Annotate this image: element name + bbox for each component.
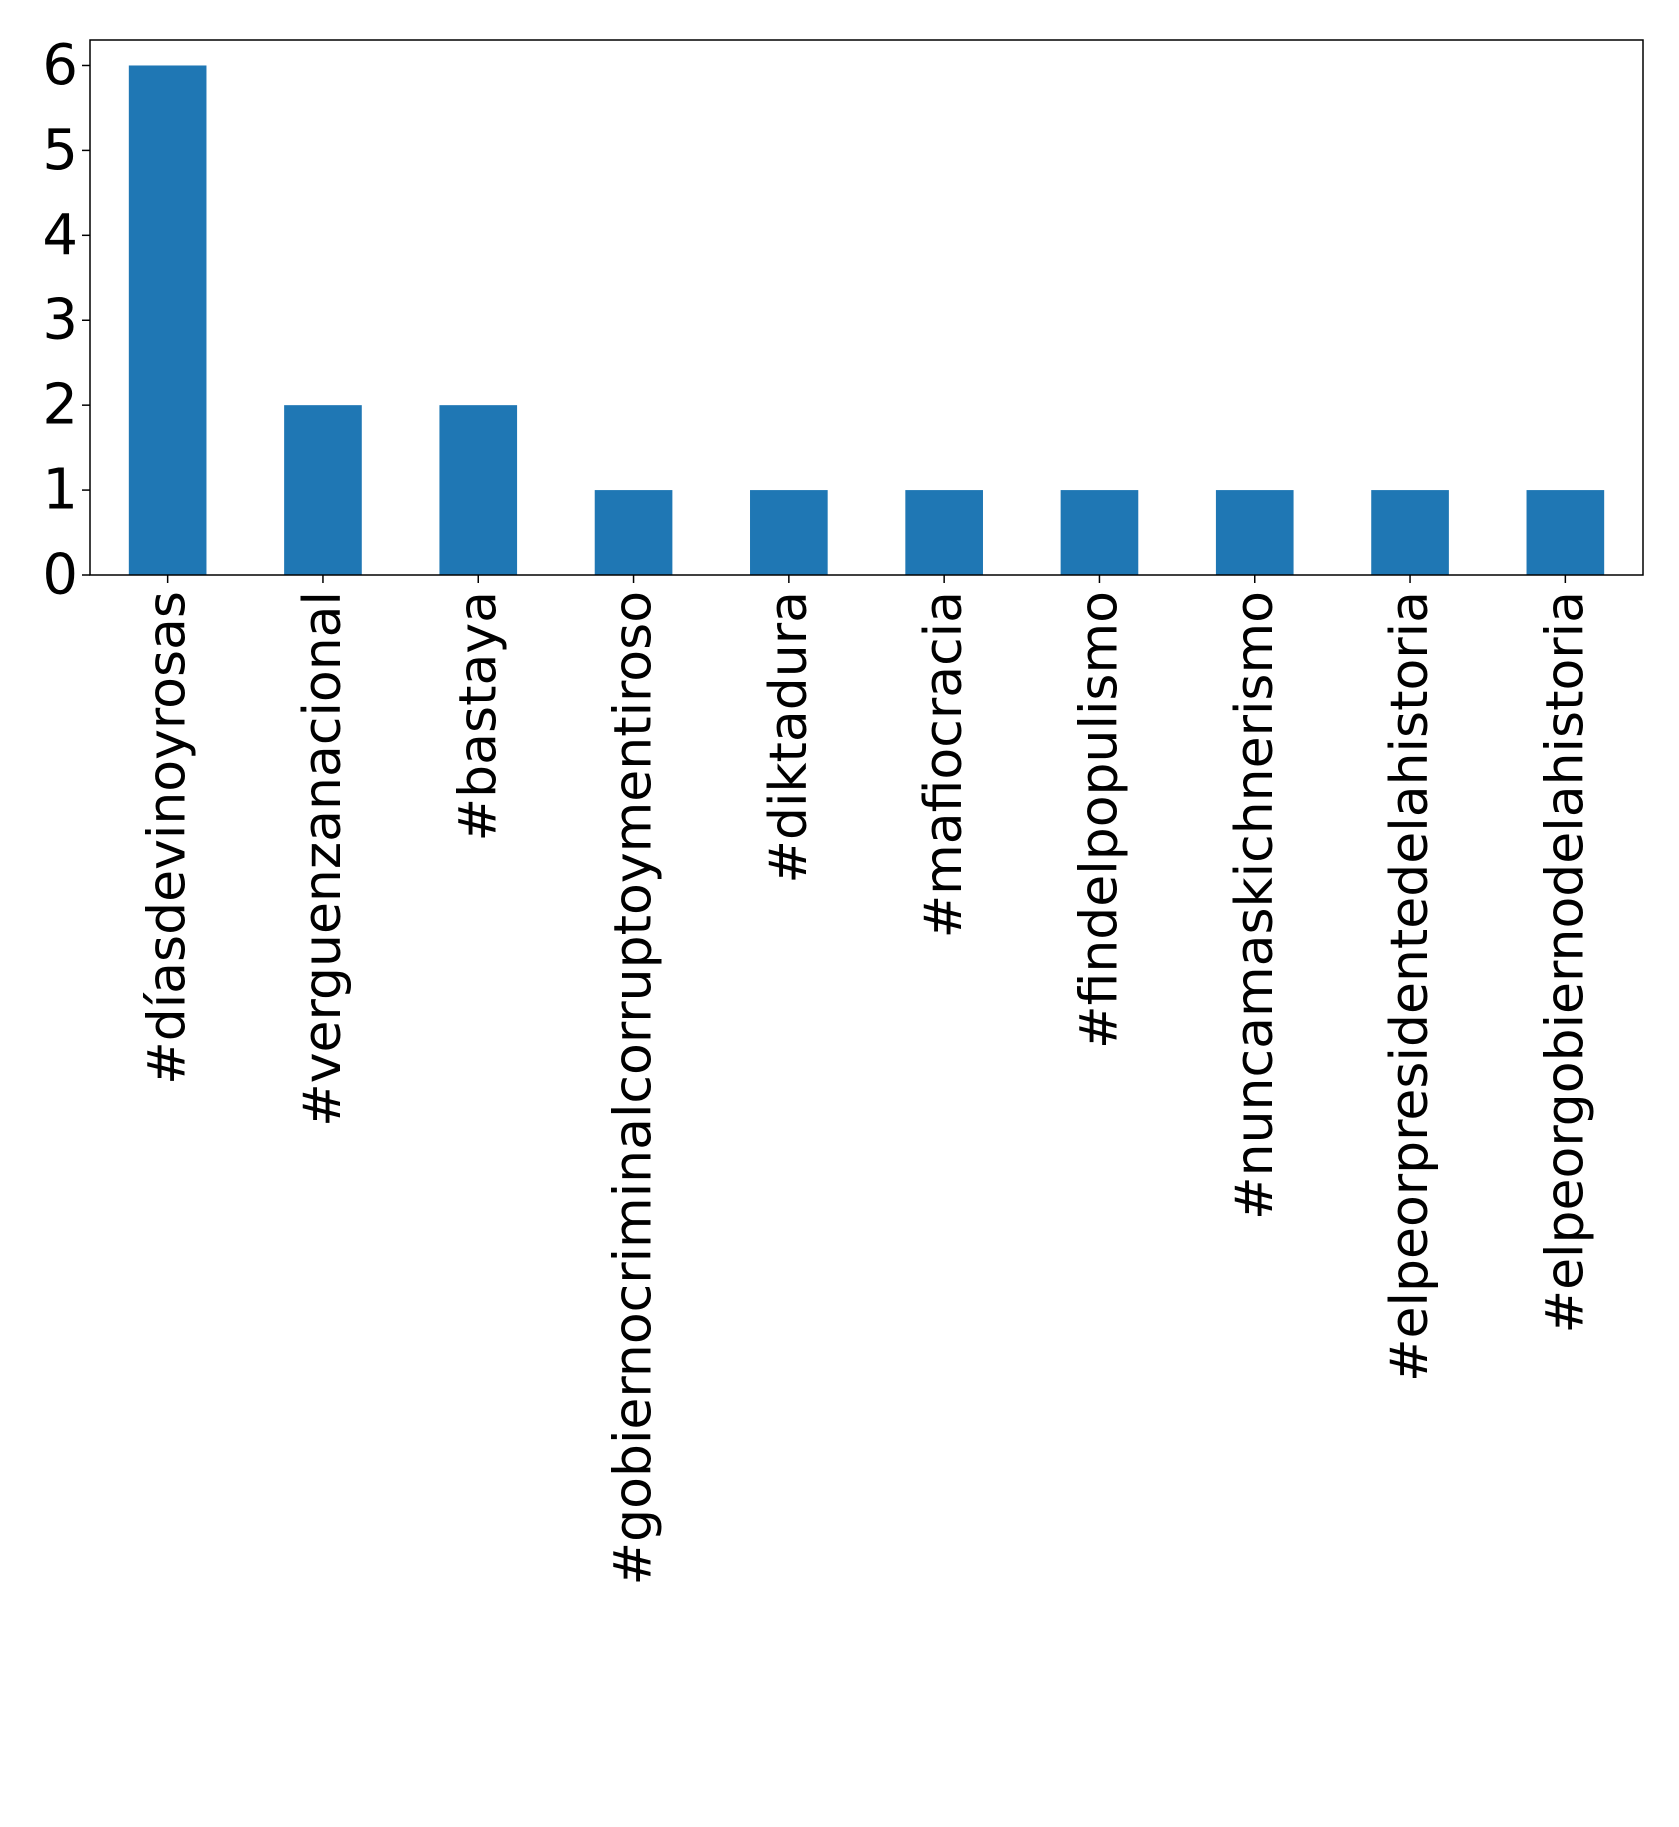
bar-0 — [128, 65, 207, 575]
x-tick-label-1: #verguenzanacional — [293, 591, 353, 1127]
y-tick-label-1: 1 — [42, 458, 78, 523]
bar-1 — [284, 405, 362, 575]
y-axis: 0 1 2 3 4 5 6 — [42, 33, 90, 608]
y-tick-label-2: 2 — [42, 373, 78, 438]
x-tick-label-7: #nuncamaskichnerismo — [1225, 591, 1285, 1220]
x-axis: #díasdevinoyrosas #verguenzanacional #bast… — [138, 575, 1595, 1585]
y-tick-label-5: 5 — [42, 118, 78, 183]
y-tick-label-4: 4 — [42, 203, 78, 268]
x-tick-label-2: #bastaya — [448, 591, 508, 841]
bars-group — [128, 65, 1605, 575]
bar-9 — [1526, 490, 1605, 575]
bar-8 — [1371, 490, 1449, 575]
y-tick-label-3: 3 — [42, 288, 78, 353]
bar-5 — [905, 490, 983, 575]
x-tick-label-9: #elpeorgobiernodelahistoria — [1535, 591, 1595, 1334]
y-tick-label-6: 6 — [42, 33, 78, 98]
bar-7 — [1215, 490, 1294, 575]
bar-6 — [1060, 490, 1139, 575]
bar-3 — [594, 490, 673, 575]
bar-4 — [750, 490, 828, 575]
x-tick-label-8: #elpeorpresidentedelahistoria — [1380, 591, 1440, 1382]
x-tick-label-4: #diktadura — [759, 591, 819, 884]
plot-frame — [89, 39, 1644, 576]
bar-2 — [439, 405, 518, 575]
x-tick-label-5: #mafiocracia — [914, 591, 974, 938]
x-tick-label-0: #díasdevinoyrosas — [138, 591, 198, 1085]
y-tick-label-0: 0 — [42, 543, 78, 608]
x-tick-label-6: #findelpopulismo — [1069, 591, 1129, 1049]
x-tick-label-3: #gobiernocriminalcorruptoymentiroso — [604, 591, 664, 1585]
